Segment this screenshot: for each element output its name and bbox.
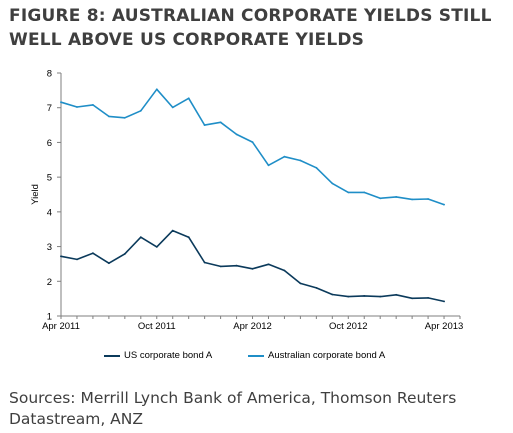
y-tick-label: 6 (47, 138, 52, 149)
x-tick-label: Apr 2013 (425, 321, 464, 332)
data-point (219, 121, 222, 124)
data-point (187, 236, 190, 239)
y-ticks: 1 2 3 4 5 6 7 8 (47, 69, 61, 323)
sources-note: Sources: Merrill Lynch Bank of America, … (9, 389, 457, 428)
data-point (92, 104, 94, 106)
series-line-1 (60, 88, 445, 206)
x-tick-label: Oct 2012 (329, 321, 368, 332)
data-point (427, 198, 429, 200)
y-tick-label: 8 (47, 69, 52, 80)
y-tick-label: 1 (47, 312, 52, 323)
data-point (203, 124, 206, 126)
data-point (235, 264, 238, 267)
data-point (171, 106, 174, 109)
x-tick-label: Oct 2011 (138, 321, 176, 332)
data-point (331, 293, 334, 296)
legend-label-australia: Australian corporate bond A (268, 350, 386, 361)
legend-item-australia: Australian corporate bond A (248, 350, 385, 361)
data-point (139, 236, 142, 239)
y-tick-label: 4 (47, 207, 52, 218)
data-point (331, 182, 334, 185)
data-point (347, 295, 350, 298)
y-tick-label: 7 (47, 103, 52, 114)
data-point (363, 191, 366, 194)
data-point (139, 109, 142, 112)
data-point (379, 295, 382, 298)
y-tick-label: 2 (47, 277, 52, 288)
data-point (108, 262, 110, 265)
data-point (395, 196, 398, 198)
data-point (315, 166, 318, 169)
data-point (363, 295, 366, 297)
data-point (395, 293, 398, 296)
data-point (411, 297, 413, 300)
data-point (379, 197, 382, 200)
data-point (219, 265, 222, 268)
data-point (60, 255, 62, 258)
data-point (155, 246, 158, 248)
y-tick-label: 3 (47, 242, 52, 253)
legend-swatch-australia (248, 354, 264, 357)
axes (60, 73, 460, 317)
figure-title: FIGURE 8: AUSTRALIAN CORPORATE YIELDS ST… (9, 6, 492, 50)
data-point (411, 198, 413, 201)
data-point (347, 191, 350, 194)
series-line-0 (60, 229, 445, 303)
x-tick-label: Apr 2011 (42, 321, 80, 332)
legend-label-us: US corporate bond A (124, 350, 213, 361)
data-point (108, 115, 110, 118)
data-point (251, 267, 254, 270)
legend: US corporate bond A Australian corporate… (0, 350, 513, 364)
data-point (92, 252, 94, 255)
data-point (267, 164, 270, 167)
data-point (443, 203, 445, 206)
y-axis-title-group: Yield (30, 184, 41, 205)
data-point (187, 97, 190, 100)
data-point (60, 101, 62, 104)
data-point (267, 263, 270, 266)
legend-item-us: US corporate bond A (104, 350, 212, 361)
x-ticks: Apr 2011 Oct 2011 Apr 2012 Oct 2012 Apr 2013 (42, 316, 463, 332)
data-point (299, 282, 302, 285)
legend-swatch-us (104, 354, 120, 357)
data-point (235, 133, 238, 136)
data-point (443, 300, 445, 303)
series-lines (60, 88, 445, 303)
data-point (76, 258, 78, 261)
data-point (251, 141, 254, 144)
x-tick-label: Apr 2012 (233, 321, 272, 332)
data-point (123, 253, 126, 255)
data-point (155, 88, 158, 91)
data-point (283, 269, 286, 272)
data-point (283, 155, 286, 158)
data-point (123, 116, 126, 119)
y-axis-title: Yield (30, 184, 41, 205)
data-point (427, 297, 429, 299)
data-point (299, 159, 302, 162)
data-point (315, 287, 318, 289)
data-point (171, 229, 174, 232)
data-point (203, 261, 206, 264)
y-tick-label: 5 (47, 173, 52, 184)
data-point (76, 106, 78, 108)
